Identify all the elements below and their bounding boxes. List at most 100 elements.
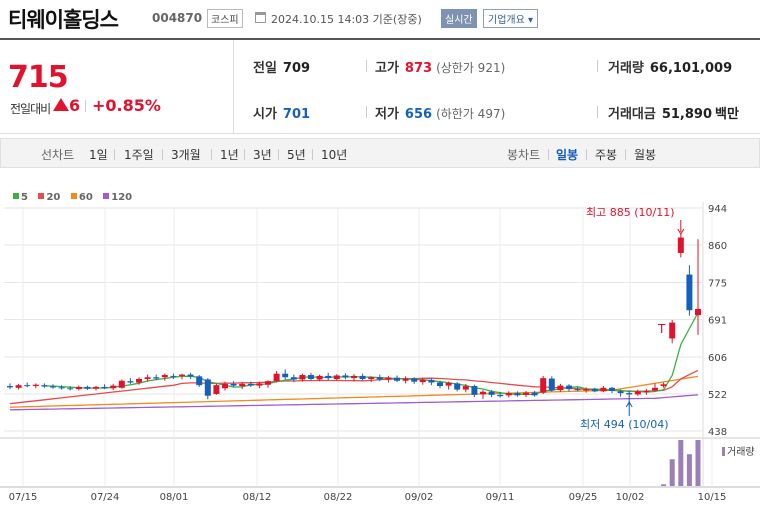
candle bbox=[299, 373, 306, 382]
candle bbox=[394, 375, 400, 383]
candle-body bbox=[402, 378, 409, 381]
candle bbox=[626, 390, 633, 407]
candle-daily[interactable]: 일봉 bbox=[556, 148, 579, 162]
candle bbox=[93, 386, 99, 391]
candle-body bbox=[695, 308, 701, 316]
y-tick-label: 606 bbox=[708, 353, 727, 364]
candle bbox=[643, 389, 650, 395]
legend-swatch bbox=[38, 193, 45, 199]
candle bbox=[32, 383, 39, 389]
candle-body bbox=[213, 385, 220, 394]
volume-bar bbox=[695, 440, 701, 486]
y-axis: 944 860 775 691 606 522 438 bbox=[708, 204, 727, 438]
candle-body bbox=[591, 389, 598, 392]
candle-weekly[interactable]: 주봉 bbox=[595, 148, 618, 162]
candle bbox=[514, 391, 521, 397]
candle-body bbox=[626, 393, 633, 395]
candle-body bbox=[58, 387, 65, 389]
stock-header: 티웨이홀딩스 004870 코스피 2024.10.15 14:03 기준(장중… bbox=[0, 0, 760, 38]
candle bbox=[411, 377, 418, 384]
candle-body bbox=[462, 386, 469, 390]
divider bbox=[366, 60, 367, 72]
candle bbox=[600, 386, 607, 393]
candle bbox=[609, 386, 615, 394]
candle-body bbox=[411, 378, 418, 382]
candle-body bbox=[15, 385, 22, 388]
candle-body bbox=[230, 383, 237, 386]
candle bbox=[351, 374, 357, 382]
period-10y[interactable]: 10년 bbox=[321, 148, 348, 162]
candle-body bbox=[32, 384, 39, 387]
candle bbox=[101, 384, 108, 390]
candle-chart-label: 봉차트 bbox=[507, 148, 541, 162]
candle bbox=[686, 265, 693, 316]
candle bbox=[677, 234, 684, 258]
volume-bars bbox=[661, 440, 725, 486]
period-1w[interactable]: 1주일 bbox=[124, 148, 154, 162]
candle-body bbox=[566, 385, 572, 390]
period-1y[interactable]: 1년 bbox=[220, 148, 239, 162]
candle-body bbox=[488, 391, 495, 395]
candle-body bbox=[118, 380, 125, 388]
realtime-badge[interactable]: 실시간 bbox=[441, 9, 477, 28]
open-label: 시가 bbox=[253, 107, 277, 122]
candle bbox=[144, 374, 151, 382]
candle-body bbox=[179, 374, 185, 376]
prev-close-value: 709 bbox=[282, 61, 311, 76]
annotations: 최고 885 (10/11) 최저 494 (10/04) 거래량 T bbox=[580, 206, 755, 458]
period-3m[interactable]: 3개월 bbox=[171, 148, 201, 162]
candle bbox=[695, 239, 701, 335]
divider bbox=[597, 60, 598, 72]
candle bbox=[273, 371, 280, 383]
candle bbox=[376, 374, 383, 382]
candle-body bbox=[583, 389, 590, 391]
candle bbox=[282, 369, 289, 380]
candle-body bbox=[600, 387, 607, 392]
x-tick-label: 10/15 bbox=[698, 492, 727, 503]
candle-body bbox=[101, 386, 108, 389]
candle bbox=[402, 376, 409, 384]
divider bbox=[244, 149, 245, 160]
x-tick-label: 07/24 bbox=[91, 492, 120, 503]
candle-body bbox=[634, 391, 641, 395]
volume-bar bbox=[661, 484, 667, 486]
candle-body bbox=[170, 375, 177, 377]
candle-body bbox=[540, 378, 547, 393]
candle-body bbox=[454, 383, 461, 390]
volume-label: 거래량 bbox=[608, 61, 644, 76]
legend-ma20: 20 bbox=[35, 192, 60, 203]
candle-body bbox=[50, 386, 56, 388]
candle-body bbox=[67, 388, 74, 390]
candle-monthly[interactable]: 월봉 bbox=[634, 148, 657, 162]
period-5y[interactable]: 5년 bbox=[287, 148, 306, 162]
legend-swatch bbox=[103, 193, 110, 199]
candle-body bbox=[153, 377, 160, 379]
candle bbox=[75, 385, 82, 391]
x-tick-label: 09/11 bbox=[486, 492, 515, 503]
divider bbox=[114, 149, 115, 160]
candle bbox=[368, 376, 375, 383]
candle-body bbox=[428, 379, 435, 383]
period-1d[interactable]: 1일 bbox=[89, 148, 108, 162]
candle bbox=[110, 383, 117, 391]
corp-info-label: 기업개요 bbox=[488, 15, 525, 26]
high-arrow-icon bbox=[677, 228, 685, 235]
stock-code: 004870 bbox=[152, 11, 203, 25]
candle-body bbox=[136, 378, 142, 383]
candle-body bbox=[609, 387, 615, 391]
chevron-down-icon: ▾ bbox=[528, 15, 534, 26]
candle-body bbox=[385, 377, 392, 380]
candle bbox=[359, 373, 366, 381]
day-low: 저가 656 (하한가 497) bbox=[375, 103, 505, 122]
candle-body bbox=[617, 391, 624, 394]
prev-close: 전일 709 bbox=[253, 57, 310, 76]
corp-info-dropdown[interactable]: 기업개요 ▾ bbox=[483, 9, 539, 28]
y-tick-label: 522 bbox=[708, 390, 727, 401]
period-3y[interactable]: 3년 bbox=[253, 148, 272, 162]
x-axis: 07/15 07/24 08/01 08/12 08/22 09/02 09/11 09/25… bbox=[9, 492, 727, 503]
candle bbox=[58, 385, 65, 390]
candle-body bbox=[239, 383, 246, 387]
candle bbox=[316, 374, 323, 382]
candle bbox=[161, 373, 168, 381]
